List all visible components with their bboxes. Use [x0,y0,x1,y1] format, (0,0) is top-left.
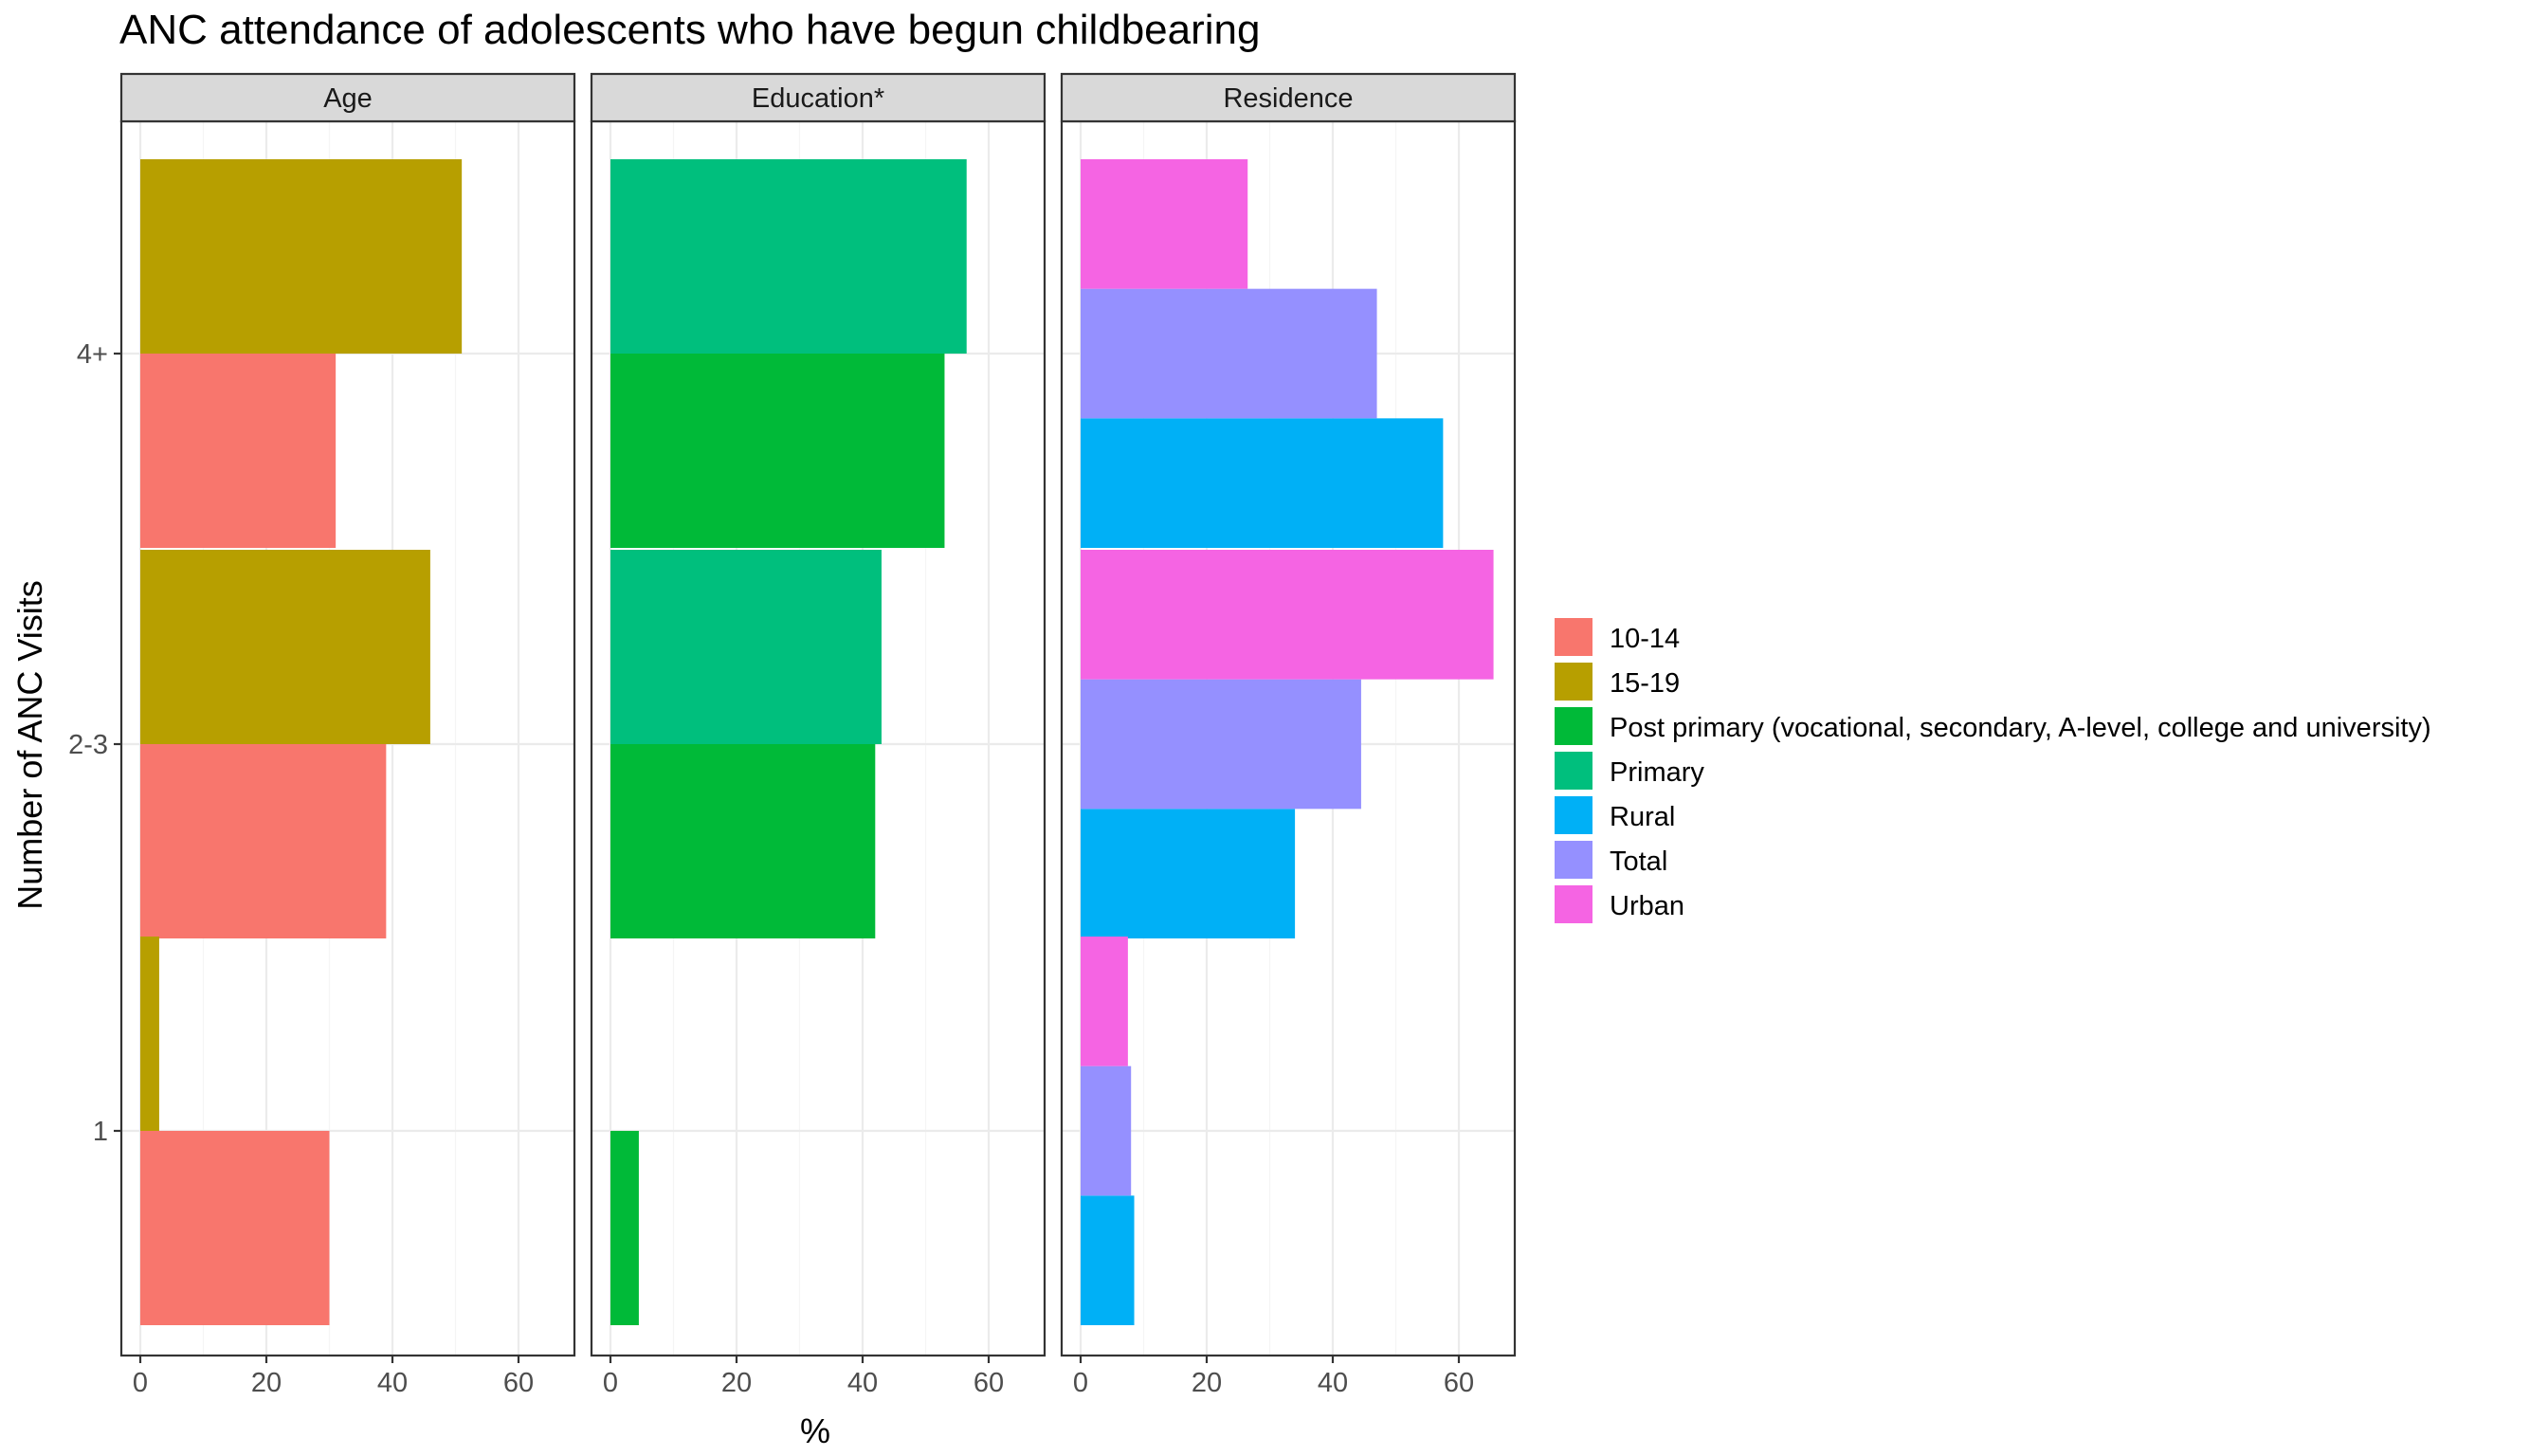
bar-age-10-14-2-3 [140,744,387,938]
bar-age-15-19-2-3 [140,550,430,744]
bar-age-10-14-4 [140,354,337,548]
legend-key [1555,796,1592,834]
y-axis-title: Number of ANC Visits [10,580,49,909]
bar-residence-rural-4 [1081,418,1444,548]
x-tick-label: 0 [1073,1368,1088,1398]
x-tick-label: 60 [974,1368,1004,1398]
bar-education-primary-2-3 [610,550,882,744]
x-tick-label: 20 [721,1368,752,1398]
strip-background [119,72,576,123]
legend-label: 10-14 [1610,624,1680,654]
x-tick-label: 20 [251,1368,282,1398]
bar-age-15-19-4 [140,159,463,354]
x-tick-label: 40 [847,1368,878,1398]
legend-label: Rural [1610,802,1675,832]
bar-residence-urban-1 [1081,937,1128,1066]
chart-title: ANC attendance of adolescents who have b… [119,7,1261,53]
panel-education: Education* 0 20 40 60 [590,72,1046,1398]
strip-background [1060,72,1517,123]
x-tick-label: 40 [1318,1368,1348,1398]
bar-residence-urban-2-3 [1081,550,1494,680]
legend-label: Total [1610,846,1667,877]
legend-key [1555,707,1592,745]
legend-item-post-primary-vocational-secondary-a-level-college-and-university: Post primary (vocational, secondary, A-l… [1555,707,2431,745]
bar-education-post-primary-vocational-secondary-a-level-college-and-university-2-3 [610,744,876,938]
bar-residence-total-2-3 [1081,679,1361,810]
x-tick-label: 20 [1192,1368,1222,1398]
x-tick-label: 60 [503,1368,534,1398]
x-tick-label: 60 [1444,1368,1474,1398]
legend-label: Urban [1610,891,1684,921]
strip-background [590,72,1046,123]
legend-label: Post primary (vocational, secondary, A-l… [1610,713,2431,743]
bar-residence-urban-4 [1081,159,1248,289]
legend: 10-14 15-19 Post primary (vocational, seco… [1555,618,2431,923]
legend-key [1555,618,1592,656]
y-axis: 1 2-3 4+ [68,339,121,1147]
legend-label: 15-19 [1610,668,1680,699]
bar-education-post-primary-vocational-secondary-a-level-college-and-university-1 [610,1131,639,1325]
legend-item-total: Total [1555,841,1667,879]
x-axis-title: % [800,1411,830,1450]
strip-label: Residence [1223,83,1353,114]
x-tick-label: 40 [377,1368,408,1398]
legend-label: Primary [1610,757,1704,788]
legend-item-15-19: 15-19 [1555,663,1680,701]
legend-key [1555,752,1592,790]
legend-key [1555,663,1592,701]
legend-key [1555,885,1592,923]
bar-education-primary-4 [610,159,967,354]
strip-label: Education* [752,83,884,114]
panel-age: Age 0 20 40 60 [119,72,576,1398]
bar-residence-rural-1 [1081,1195,1135,1325]
y-tick-label: 2-3 [68,730,108,760]
bar-residence-rural-2-3 [1081,809,1296,938]
panel-residence: Residence 0 20 40 60 [1060,72,1517,1398]
x-tick-label: 0 [603,1368,618,1398]
legend-item-rural: Rural [1555,796,1675,834]
bar-residence-total-1 [1081,1065,1132,1196]
legend-item-primary: Primary [1555,752,1704,790]
y-tick-label: 1 [93,1117,108,1147]
legend-item-10-14: 10-14 [1555,618,1680,656]
y-tick-label: 4+ [77,339,108,370]
bar-education-post-primary-vocational-secondary-a-level-college-and-university-4 [610,354,945,548]
bar-residence-total-4 [1081,288,1377,419]
legend-key [1555,841,1592,879]
panels: Age 0 20 40 60 Education* 0 20 40 60 Residence 0 20 4… [119,72,1517,1398]
bar-age-10-14-1 [140,1131,330,1325]
x-tick-label: 0 [133,1368,148,1398]
strip-label: Age [323,83,373,114]
bar-age-15-19-1 [140,937,159,1131]
legend-item-urban: Urban [1555,885,1684,923]
